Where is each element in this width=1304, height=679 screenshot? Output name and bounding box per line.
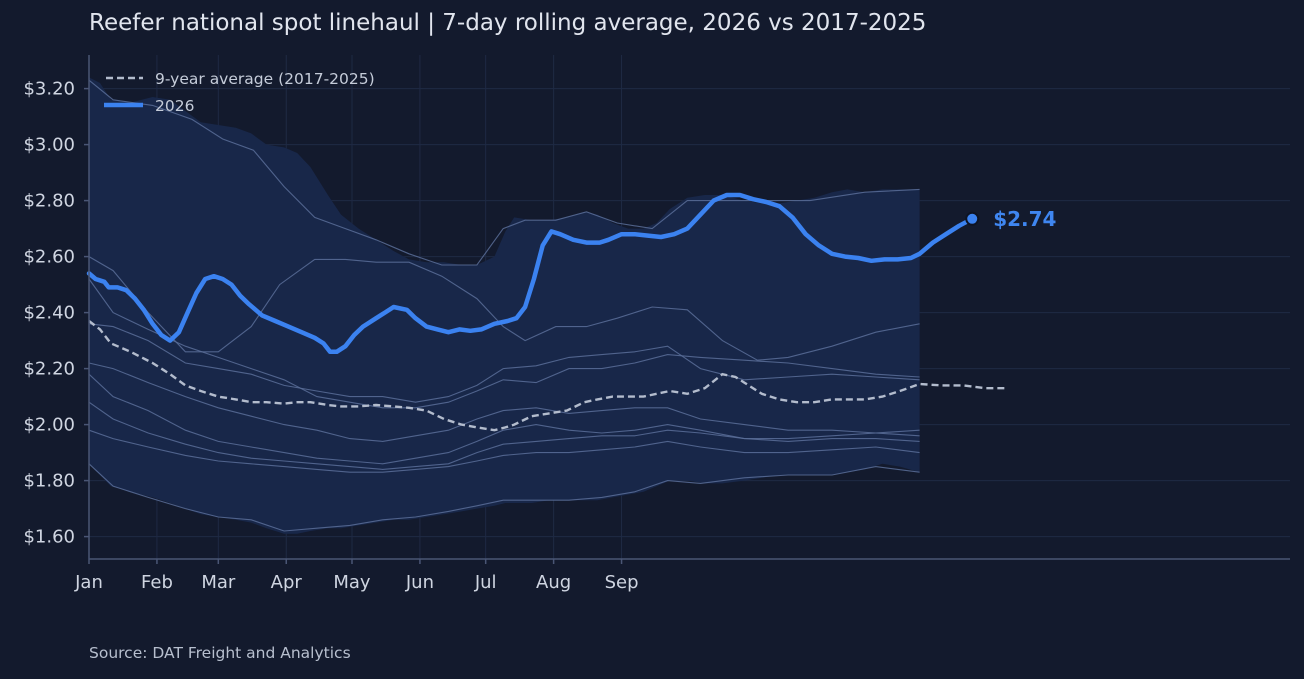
axes: $1.60 $1.80 $2.00 $2.20 $2.40 $2.60 $2.80 $3.00… <box>23 55 1290 593</box>
history-line-3 <box>88 323 920 403</box>
series-2026-end-label: $2.74 <box>993 207 1056 231</box>
x-tick-label: Aug <box>536 572 571 593</box>
average-line <box>88 320 1008 432</box>
legend-average-label: 9-year average (2017-2025) <box>155 70 375 88</box>
history-line-8 <box>88 463 920 532</box>
history-line-7 <box>88 429 920 473</box>
y-tick-label: $3.00 <box>23 135 75 156</box>
x-tick-label: Feb <box>141 572 173 593</box>
x-tick-label: Sep <box>605 572 639 593</box>
history-line-0 <box>88 79 920 266</box>
x-tick-label: Apr <box>271 572 303 593</box>
y-tick-label: $3.20 <box>23 79 75 100</box>
y-tick-label: $2.00 <box>23 415 75 436</box>
y-tick-label: $2.40 <box>23 303 75 324</box>
history-line-1 <box>88 256 920 361</box>
history-line-2 <box>88 278 920 409</box>
x-tick-label: Jul <box>474 572 497 593</box>
chart-title: Reefer national spot linehaul | 7-day ro… <box>89 10 927 36</box>
history-line-4 <box>88 362 920 442</box>
x-tick-label: Jun <box>405 572 434 593</box>
history-line-6 <box>88 401 920 470</box>
series-2026-end-marker <box>965 211 980 226</box>
y-tick-label: $2.80 <box>23 191 75 212</box>
x-tick-label: Jan <box>74 572 103 593</box>
x-tick-label: May <box>333 572 371 593</box>
historical-range-band <box>89 77 920 534</box>
legend-2026-label: 2026 <box>155 97 194 115</box>
y-tick-label: $2.20 <box>23 359 75 380</box>
legend: 9-year average (2017-2025) 2026 <box>104 70 375 115</box>
x-tick-label: Mar <box>201 572 236 593</box>
series-2026-line <box>86 192 975 355</box>
y-tick-label: $1.60 <box>23 527 75 548</box>
y-tick-label: $2.60 <box>23 247 75 268</box>
y-tick-label: $1.80 <box>23 471 75 492</box>
source-note: Source: DAT Freight and Analytics <box>89 644 351 662</box>
historical-year-lines <box>88 79 920 532</box>
